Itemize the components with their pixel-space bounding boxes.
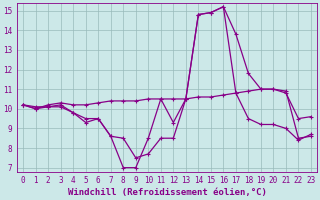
X-axis label: Windchill (Refroidissement éolien,°C): Windchill (Refroidissement éolien,°C) [68, 188, 267, 197]
